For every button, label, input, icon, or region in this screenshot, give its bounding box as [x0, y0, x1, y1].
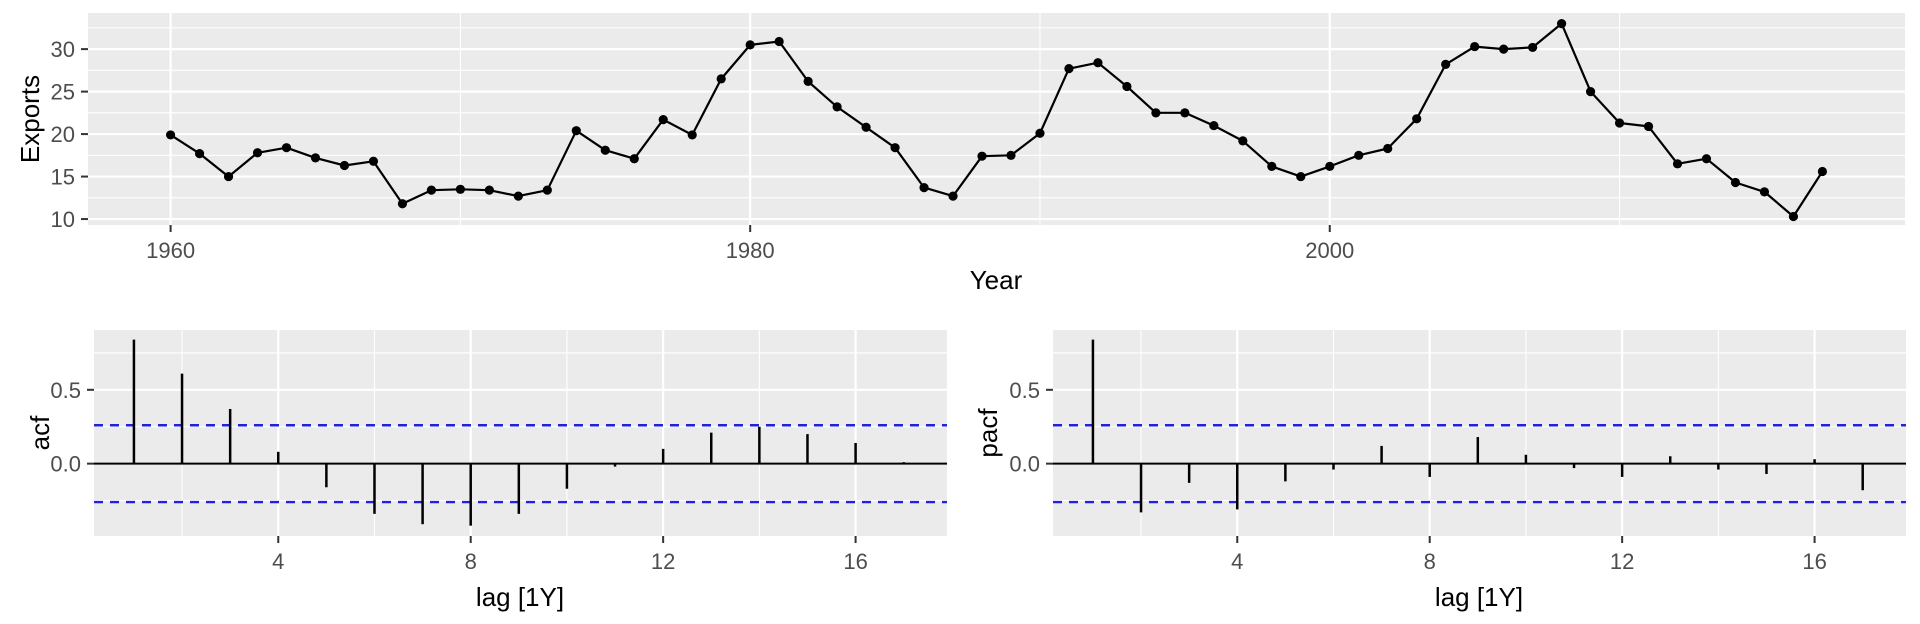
exports-data-point — [803, 76, 813, 87]
exports-data-point — [1730, 177, 1741, 188]
exports-data-point — [1470, 41, 1480, 52]
exports-data-point — [1499, 44, 1509, 54]
exports-data-point — [745, 40, 755, 50]
pacf-panel-bg — [1053, 330, 1906, 536]
exports-data-point — [1672, 159, 1683, 169]
exports-data-point — [832, 102, 842, 112]
top-x-axis-title: Year — [969, 265, 1023, 295]
exports-data-point — [600, 145, 610, 155]
exports-y-tick-label: 10 — [51, 207, 75, 232]
exports-data-point — [977, 151, 987, 161]
exports-data-point — [1267, 161, 1277, 171]
exports-data-point — [948, 191, 958, 201]
exports-y-tick-label: 20 — [51, 122, 75, 147]
exports-data-point — [1528, 42, 1538, 53]
exports-data-point — [1701, 154, 1712, 164]
exports-data-point — [919, 183, 929, 193]
exports-x-tick-label: 1960 — [146, 238, 195, 263]
exports-data-point — [310, 153, 321, 163]
exports-data-point — [455, 184, 465, 194]
pacf-chart: 0.0 0.5 4 8 12 16 — [1009, 330, 1906, 574]
exports-x-tick-label: 2000 — [1305, 238, 1354, 263]
exports-data-point — [687, 130, 697, 140]
exports-data-point — [1064, 64, 1074, 74]
exports-data-point — [1151, 108, 1161, 118]
exports-data-point — [1093, 58, 1103, 68]
exports-data-point — [281, 143, 292, 153]
exports-data-point — [1614, 118, 1625, 128]
exports-data-point — [1238, 136, 1248, 146]
acf-x-axis-title: lag [1Y] — [475, 582, 565, 612]
exports-data-point — [1296, 171, 1306, 182]
exports-chart: 10 15 20 25 30 1960 1980 2000 — [51, 13, 1905, 263]
pacf-y-axis-title: pacf — [973, 408, 1003, 458]
acf-y-tick-label: 0.0 — [50, 452, 81, 477]
exports-data-point — [1325, 161, 1335, 171]
acf-x-tick-label: 16 — [843, 549, 867, 574]
exports-data-point — [1759, 187, 1770, 197]
exports-data-point — [774, 36, 784, 47]
exports-series-line — [169, 22, 1824, 218]
acf-panel-bg — [94, 330, 947, 536]
pacf-y-tick-label: 0.5 — [1009, 378, 1040, 403]
exports-data-point — [1817, 166, 1828, 177]
exports-data-point — [571, 126, 581, 136]
exports-data-point — [1585, 86, 1596, 97]
exports-data-point — [1035, 128, 1045, 138]
acf-y-axis-title: acf — [25, 415, 55, 451]
exports-data-point — [368, 156, 379, 166]
exports-data-point — [194, 149, 205, 159]
exports-data-point — [397, 199, 408, 209]
exports-data-point — [1412, 114, 1422, 124]
acf-y-tick-label: 0.5 — [50, 378, 81, 403]
exports-data-point — [252, 148, 263, 158]
exports-data-point — [1122, 81, 1132, 92]
exports-y-tick-label: 25 — [51, 80, 75, 105]
exports-data-point — [629, 154, 639, 164]
exports-data-point — [165, 130, 176, 140]
exports-data-point — [1006, 150, 1016, 160]
acf-x-tick-label: 4 — [272, 549, 284, 574]
pacf-x-tick-label: 8 — [1424, 549, 1436, 574]
exports-y-tick-label: 30 — [51, 37, 75, 62]
exports-data-point — [716, 74, 726, 84]
pacf-x-tick-label: 4 — [1231, 549, 1243, 574]
exports-data-point — [1383, 143, 1393, 154]
exports-data-point — [1209, 120, 1219, 131]
exports-data-point — [658, 115, 668, 125]
pacf-y-tick-label: 0.0 — [1009, 452, 1040, 477]
exports-data-point — [1556, 19, 1567, 29]
exports-data-point — [426, 185, 437, 195]
exports-data-point — [1788, 211, 1799, 222]
acf-chart: 0.0 0.5 4 8 12 16 — [50, 330, 947, 574]
exports-data-point — [1354, 150, 1364, 160]
pacf-x-tick-label: 16 — [1802, 549, 1826, 574]
pacf-x-axis-title: lag [1Y] — [1434, 582, 1524, 612]
exports-y-tick-label: 15 — [51, 165, 75, 190]
exports-data-point — [223, 171, 234, 182]
exports-data-point — [484, 185, 494, 195]
exports-data-point — [542, 185, 552, 195]
pacf-x-tick-label: 12 — [1610, 549, 1634, 574]
exports-data-point — [1643, 121, 1654, 132]
acf-x-tick-label: 12 — [651, 549, 675, 574]
exports-data-point — [513, 191, 523, 201]
exports-data-point — [1180, 108, 1190, 118]
exports-x-tick-label: 1980 — [726, 238, 775, 263]
top-y-axis-title: Exports — [15, 74, 45, 164]
exports-data-point — [861, 122, 871, 132]
exports-panel-bg — [88, 13, 1905, 225]
exports-data-point — [339, 160, 350, 171]
exports-data-point — [890, 143, 900, 153]
exports-data-point — [1441, 59, 1451, 70]
acf-x-tick-label: 8 — [465, 549, 477, 574]
